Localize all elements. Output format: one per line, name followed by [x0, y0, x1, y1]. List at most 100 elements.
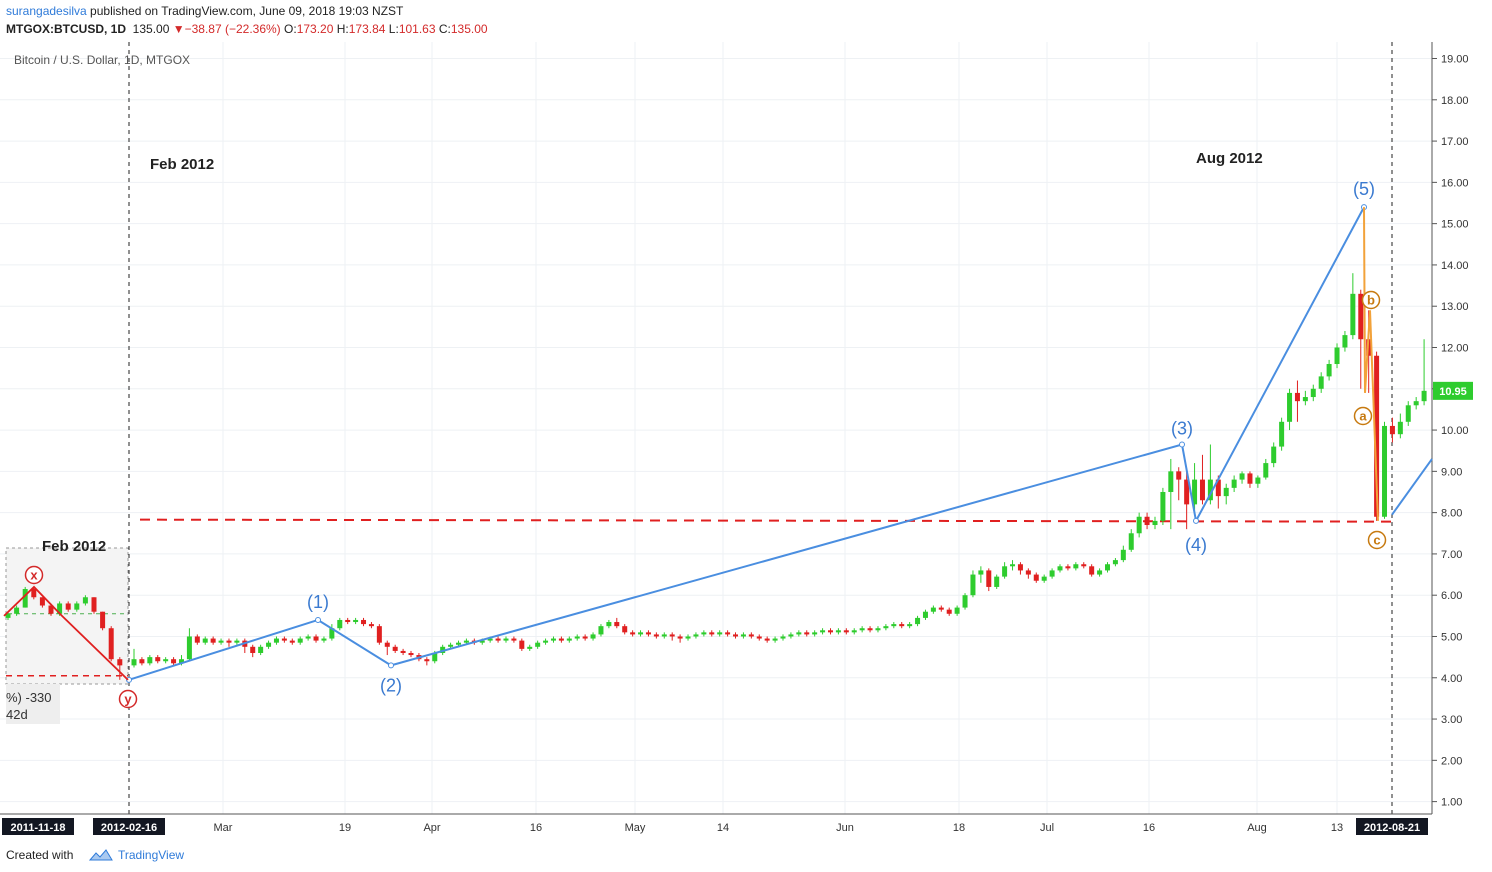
candle-body: [661, 634, 667, 637]
correction-label-circle: [1367, 530, 1387, 550]
created-with-label: Created with: [6, 848, 74, 862]
y-tick-label: 1.00: [1441, 797, 1462, 809]
candle-body: [1231, 479, 1237, 488]
candle-body: [117, 659, 123, 666]
candle-body: [1105, 564, 1110, 571]
inset-stat-1: %) -330: [6, 690, 52, 705]
candle-body: [74, 603, 80, 610]
annotation-aug-2012: Aug 2012: [1196, 150, 1263, 167]
candle-body: [1326, 364, 1332, 377]
candle-body: [527, 646, 533, 649]
x-tick-label: 2011-11-18: [10, 822, 65, 834]
tradingview-link[interactable]: TradingView: [118, 848, 185, 862]
candle-body: [448, 644, 454, 647]
candle-body: [1255, 477, 1261, 484]
y-tick-label: 7.00: [1441, 549, 1462, 561]
x-tick-label: Jul: [1040, 822, 1054, 834]
candle-body: [289, 640, 295, 643]
candle-body: [226, 640, 232, 643]
inset-label-circle: [24, 565, 44, 585]
candle-body: [740, 634, 746, 637]
wave-point: [388, 662, 394, 669]
candle-body: [954, 607, 960, 614]
inset-stat-2: 42d: [6, 707, 28, 722]
candle-body: [1247, 473, 1253, 484]
candle-body: [891, 624, 897, 627]
candle-body: [1025, 570, 1031, 575]
candle-body: [780, 636, 786, 639]
candle-body: [1239, 473, 1245, 480]
wave-label: (2): [380, 675, 402, 695]
publish-info: published on TradingView.com, June 09, 2…: [86, 4, 404, 18]
candle-body: [1136, 516, 1142, 534]
candle-body: [305, 636, 311, 639]
inset-label: y: [124, 692, 132, 707]
candle-body: [994, 576, 1000, 587]
candle-body: [804, 632, 810, 635]
candle-body: [100, 611, 106, 629]
candle-body: [392, 646, 398, 651]
candle-body: [574, 636, 580, 639]
candle-body: [709, 632, 715, 635]
candle-body: [408, 652, 414, 656]
candle-body: [479, 640, 485, 643]
candle-body: [321, 638, 327, 641]
candle-body: [843, 630, 849, 633]
x-tick-label: 2012-02-16: [101, 822, 157, 834]
candles: [5, 273, 1427, 680]
candle-body: [495, 638, 501, 641]
candle-body: [645, 632, 651, 635]
candle-body: [543, 640, 549, 643]
candle-body: [693, 634, 699, 637]
wave-point: [1193, 517, 1199, 524]
candle-body: [503, 638, 509, 641]
candle-body: [273, 638, 279, 643]
candle-body: [108, 628, 114, 660]
candle-body: [424, 659, 430, 662]
y-tick-label: 14.00: [1441, 260, 1469, 272]
x-tick-label: Mar: [214, 822, 233, 834]
price-chart[interactable]: Bitcoin / U.S. Dollar, 1D, MTGOX %) -330…: [0, 42, 1492, 840]
candle-body: [194, 636, 200, 643]
candle-body: [1358, 293, 1364, 340]
candle-body: [820, 630, 826, 633]
candle-body: [598, 626, 604, 635]
candle-body: [368, 624, 374, 627]
candle-body: [139, 659, 145, 664]
candle-body: [978, 570, 984, 575]
open-label: O:: [284, 22, 297, 36]
author-link[interactable]: surangadesilva: [6, 4, 87, 18]
candle-body: [1184, 479, 1190, 505]
candle-body: [1199, 479, 1205, 501]
candle-body: [22, 589, 28, 608]
candle-body: [178, 659, 184, 664]
wave-label: (1): [307, 592, 329, 612]
x-tick-label: Aug: [1247, 822, 1267, 834]
x-tick-label: 16: [530, 822, 542, 834]
candle-body: [701, 632, 707, 635]
header-bar: surangadesilva published on TradingView.…: [0, 0, 1492, 42]
inset-label-circle: [118, 689, 138, 709]
candle-body: [622, 626, 628, 633]
candle-body: [345, 619, 351, 623]
x-tick-label: 14: [717, 822, 729, 834]
candle-body: [329, 628, 335, 639]
candle-body: [1397, 421, 1403, 435]
candle-body: [1120, 549, 1126, 561]
y-tick-label: 18.00: [1441, 95, 1469, 107]
candle-body: [883, 626, 889, 629]
candle-body: [39, 597, 45, 606]
x-tick-badge: [2, 818, 74, 835]
candle-body: [812, 632, 818, 635]
candle-body: [218, 640, 224, 643]
wave-label: (4): [1185, 535, 1207, 555]
candle-body: [313, 636, 319, 641]
x-tick-label: 19: [339, 822, 351, 834]
candle-body: [171, 659, 177, 664]
candle-body: [250, 646, 256, 653]
grid: [0, 42, 1432, 814]
candle-body: [630, 632, 636, 635]
candle-body: [281, 638, 287, 641]
support-level-line: [139, 518, 1396, 523]
candle-body: [1192, 479, 1198, 505]
